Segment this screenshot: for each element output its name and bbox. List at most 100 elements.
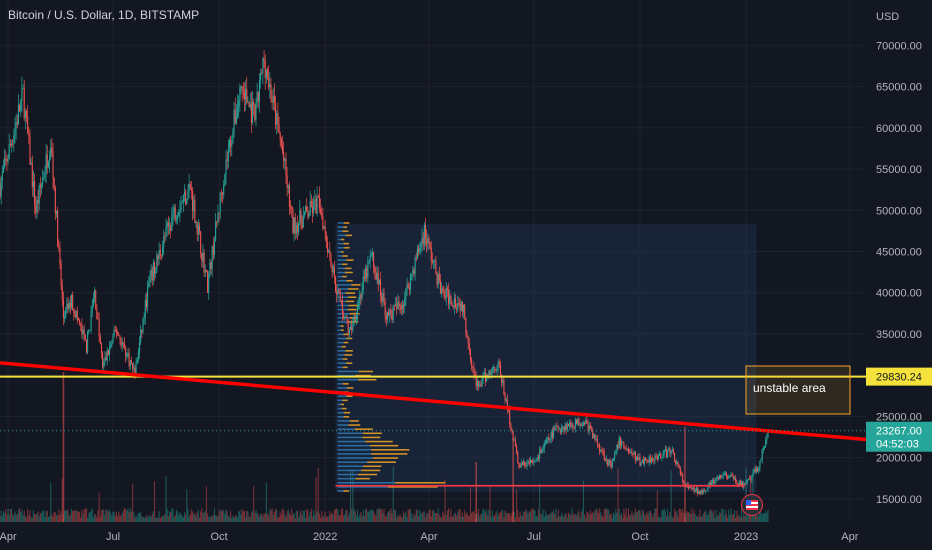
volume-bar: [684, 427, 686, 522]
candle-body: [88, 330, 90, 333]
volume-bar: [580, 512, 582, 522]
last-price-tag[interactable]: [866, 421, 932, 452]
candle-body: [360, 294, 362, 299]
volume-bar: [449, 517, 451, 522]
candle-body: [456, 307, 458, 310]
candle-body: [663, 450, 665, 454]
candle-body: [728, 476, 730, 478]
profile-bar-buy: [337, 263, 343, 266]
volume-bar: [363, 516, 365, 522]
last-price-label: 23267.00: [876, 426, 922, 438]
volume-bar: [28, 515, 30, 522]
candle-body: [340, 300, 342, 302]
volume-bar: [521, 515, 523, 522]
candle-body: [572, 424, 574, 428]
volume-bar: [522, 511, 525, 522]
profile-bar-sell: [346, 279, 353, 282]
volume-bar: [0, 515, 1, 522]
candle-body: [555, 426, 557, 430]
trendline[interactable]: [0, 361, 867, 442]
volume-bar: [659, 516, 661, 522]
candle-body: [95, 290, 97, 310]
time-axis[interactable]: Apr Jul Oct 2022 Apr Jul Oct 2023 Apr: [0, 522, 866, 550]
candle-body: [569, 422, 571, 427]
volume-bar: [112, 511, 114, 522]
volume-bar: [94, 514, 96, 522]
candle-body: [142, 319, 144, 333]
volume-bar: [559, 516, 561, 522]
candle-body: [753, 469, 755, 473]
volume-bar: [738, 515, 740, 522]
candle-body: [437, 273, 439, 285]
candle-body: [341, 301, 344, 315]
volume-bar: [248, 516, 250, 522]
candle-body: [761, 449, 763, 460]
volume-bar: [17, 509, 20, 522]
volume-bar: [34, 514, 36, 522]
volume-bar: [271, 508, 273, 522]
price-axis[interactable]: USD15000.0020000.0025000.0030000.0035000…: [866, 0, 932, 550]
candle-body: [308, 214, 310, 217]
volume-bar: [502, 510, 504, 522]
annotation-box[interactable]: unstable area: [745, 365, 851, 415]
candle-body: [263, 58, 265, 61]
candle-body: [209, 262, 211, 275]
volume-bar: [122, 510, 124, 522]
candle-body: [701, 489, 703, 493]
volume-bar: [231, 517, 233, 522]
candle-body: [323, 226, 325, 229]
volume-bar: [574, 514, 576, 522]
volume-bar: [419, 509, 421, 522]
candle-body: [43, 177, 45, 178]
volume-bar: [641, 509, 643, 522]
candle-body: [389, 309, 391, 316]
profile-bar-sell: [348, 304, 358, 307]
us-flag-icon[interactable]: [741, 494, 763, 516]
candle-body: [137, 352, 139, 360]
profile-bar-buy: [337, 449, 372, 451]
volume-bar: [133, 511, 135, 522]
volume-bar: [720, 512, 722, 522]
volume-bar: [706, 514, 708, 522]
candle-body: [256, 91, 258, 103]
volume-bar: [519, 512, 521, 522]
profile-bar-sell: [346, 300, 355, 303]
volume-bar: [332, 514, 334, 522]
candle-body: [248, 102, 250, 107]
volume-bar: [152, 511, 154, 522]
volume-bar: [548, 514, 550, 522]
candle-body: [504, 394, 506, 401]
volume-bar: [466, 512, 468, 522]
candle-body: [155, 271, 157, 274]
candle-body: [522, 461, 525, 465]
profile-bar-sell: [346, 395, 353, 397]
candle-body: [320, 208, 322, 213]
volume-bar: [655, 508, 657, 522]
volume-bar: [617, 468, 619, 522]
volume-bar: [358, 517, 360, 522]
volume-bar: [204, 510, 206, 522]
price-tick-label: 55000.00: [876, 164, 922, 176]
volume-bar: [683, 513, 685, 522]
volume-bar: [144, 517, 146, 522]
candle-body: [665, 449, 668, 458]
volume-bar: [551, 512, 553, 522]
candle-body: [36, 199, 38, 213]
candle-body: [82, 329, 84, 334]
volume-bar: [364, 508, 367, 522]
candle-body: [517, 452, 519, 464]
volume-bar: [566, 517, 568, 522]
volume-bar: [576, 515, 578, 522]
candle-body: [745, 482, 747, 485]
candle-body: [518, 463, 520, 467]
support-price-tag[interactable]: [866, 367, 932, 386]
volume-bar: [383, 508, 385, 522]
candle-body: [633, 452, 635, 455]
candle-body: [123, 343, 126, 348]
volume-bar: [12, 514, 14, 522]
volume-bar: [649, 510, 651, 522]
candle-body: [467, 336, 469, 344]
volume-bar: [160, 516, 162, 522]
volume-bar: [346, 509, 348, 522]
